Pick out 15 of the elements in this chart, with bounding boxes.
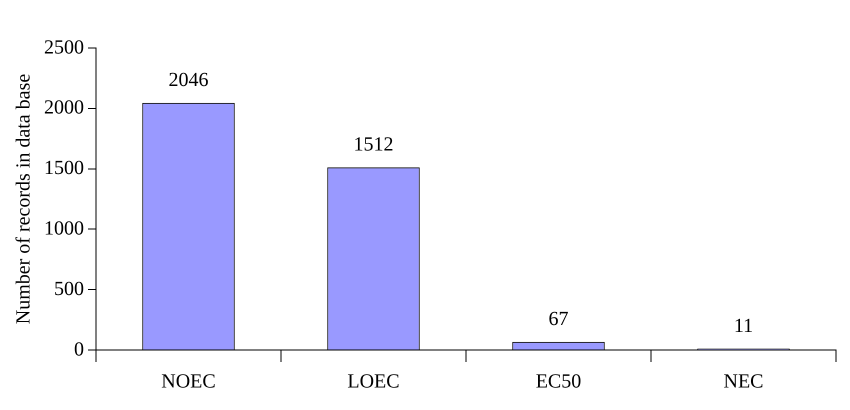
y-tick-label: 1000 xyxy=(44,217,84,240)
y-tick-label: 0 xyxy=(74,338,84,360)
data-label: 67 xyxy=(548,308,568,330)
data-label: 2046 xyxy=(168,69,208,92)
y-tick-label: 500 xyxy=(54,278,84,300)
x-tick-label: LOEC xyxy=(347,370,400,392)
data-label: 1512 xyxy=(354,134,394,156)
x-tick-label: NEC xyxy=(724,370,764,392)
x-tick-label: EC50 xyxy=(536,370,582,392)
y-tick-label: 2500 xyxy=(44,36,84,58)
y-tick-label: 1500 xyxy=(44,157,84,180)
data-label: 11 xyxy=(734,314,754,337)
x-tick-label: NOEC xyxy=(161,370,216,392)
y-axis-title: Number of records in data base xyxy=(12,74,34,324)
y-tick-label: 2000 xyxy=(44,96,84,119)
